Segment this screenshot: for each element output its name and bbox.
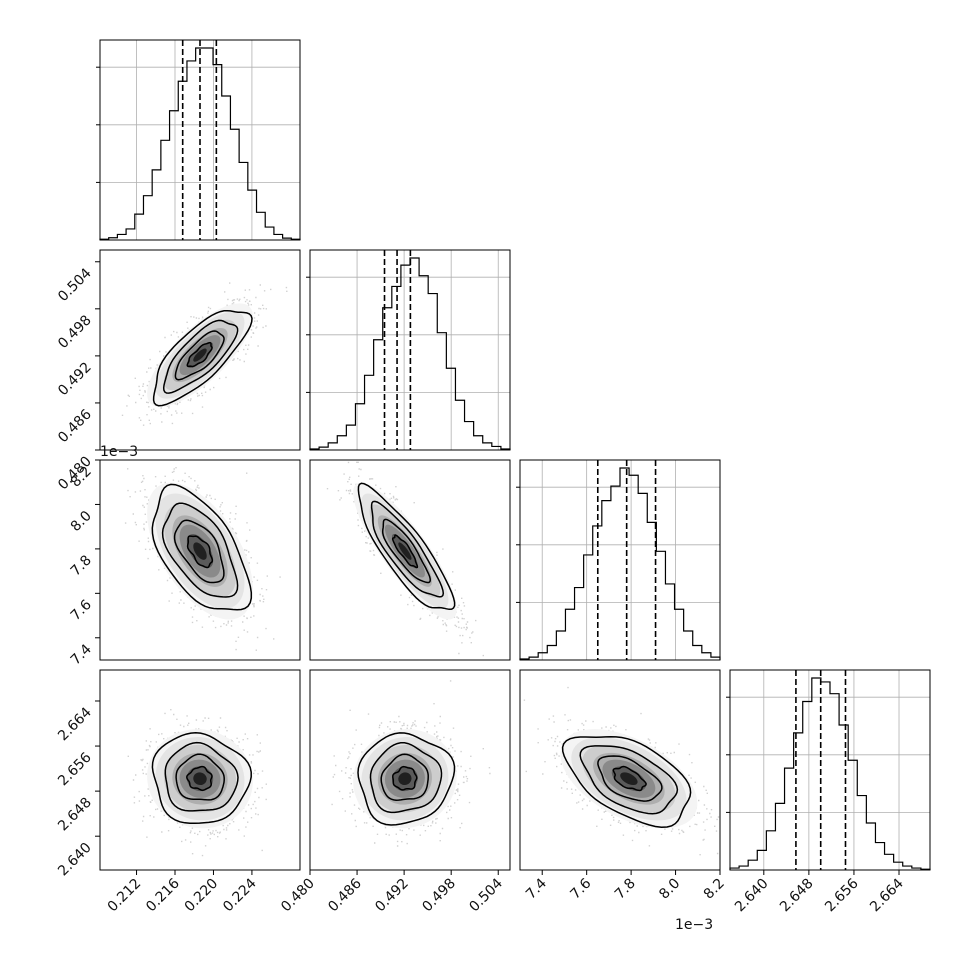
panel-frame bbox=[519, 459, 721, 661]
contour-0.5 bbox=[612, 765, 647, 792]
scatter-panel-p3-p4 bbox=[519, 669, 721, 871]
x-tick-label-p3: 8.2 bbox=[701, 876, 728, 903]
x-tick-label-p2: 0.480 bbox=[278, 876, 318, 916]
contour-2 bbox=[151, 483, 253, 611]
y-tick-label-p2: 0.504 bbox=[55, 265, 95, 305]
contour-0.5 bbox=[391, 534, 419, 569]
panel-frame bbox=[729, 669, 931, 871]
contour-2 bbox=[151, 731, 252, 825]
y-tick-label-p2: 0.486 bbox=[55, 406, 95, 446]
contour-1 bbox=[381, 518, 431, 584]
histogram-panel-p3 bbox=[516, 459, 721, 661]
panel-content bbox=[124, 467, 281, 651]
histogram-panel-p4 bbox=[726, 669, 931, 871]
x-tick-label-p3: 8.0 bbox=[656, 876, 683, 903]
density-level-7 bbox=[193, 542, 207, 560]
y-tick-label-p3: 7.8 bbox=[68, 552, 95, 579]
panel-frame bbox=[99, 459, 301, 661]
contour-1.5 bbox=[161, 502, 239, 598]
panel-content bbox=[523, 686, 720, 856]
y-scale-offset-label: 1e−3 bbox=[100, 444, 138, 460]
x-tick-label-p3: 7.4 bbox=[523, 875, 550, 902]
panel-content bbox=[326, 460, 484, 657]
x-tick-label-p4: 2.664 bbox=[867, 875, 907, 915]
contour-2 bbox=[561, 736, 692, 828]
x-tick-label-p2: 0.492 bbox=[372, 876, 412, 916]
contour-2 bbox=[152, 309, 253, 407]
contour-1 bbox=[597, 755, 663, 802]
y-tick-label-p3: 8.0 bbox=[68, 508, 95, 535]
contour-1 bbox=[380, 753, 429, 801]
contour-1.5 bbox=[369, 742, 443, 814]
y-tick-label-p3: 7.6 bbox=[68, 597, 95, 624]
x-tick-label-p3: 7.8 bbox=[612, 876, 639, 903]
contour-1.5 bbox=[164, 741, 239, 812]
histogram-panel-p1 bbox=[96, 39, 301, 241]
y-tick-label-p4: 2.640 bbox=[55, 840, 95, 880]
panel-frame bbox=[99, 249, 301, 451]
panel-content bbox=[121, 282, 288, 426]
contour-1.5 bbox=[370, 500, 445, 598]
y-tick-label-p4: 2.648 bbox=[55, 795, 95, 835]
x-tick-label-p1: 0.212 bbox=[105, 876, 145, 916]
panel-content bbox=[127, 709, 267, 857]
scatter-panel-p1-p2 bbox=[99, 249, 301, 451]
x-tick-label-p4: 2.648 bbox=[777, 876, 817, 916]
contour-0.5 bbox=[186, 341, 213, 368]
density-level-7 bbox=[620, 772, 638, 786]
contour-0.5 bbox=[186, 535, 214, 569]
panel-content bbox=[331, 680, 491, 847]
y-tick-label-p2: 0.492 bbox=[55, 359, 95, 399]
panel-frame bbox=[519, 669, 721, 871]
contour-2 bbox=[357, 732, 456, 826]
panel-frame bbox=[309, 669, 511, 871]
y-tick-label-p2: 0.498 bbox=[55, 312, 95, 352]
x-tick-label-p1: 0.220 bbox=[182, 876, 222, 916]
panel-frame bbox=[99, 669, 301, 871]
y-tick-label-p3: 7.4 bbox=[68, 641, 95, 668]
panel-frame bbox=[309, 459, 511, 661]
contour-1 bbox=[175, 753, 225, 801]
x-tick-label-p2: 0.498 bbox=[419, 876, 459, 916]
histogram-step-p3 bbox=[519, 467, 721, 660]
density-level-7 bbox=[398, 542, 412, 560]
contour-2 bbox=[357, 482, 456, 611]
scatter-panel-p1-p4 bbox=[99, 669, 301, 871]
x-tick-label-p4: 2.640 bbox=[732, 876, 772, 916]
panel-frame bbox=[309, 249, 511, 451]
x-tick-label-p2: 0.504 bbox=[466, 875, 506, 915]
contour-0.5 bbox=[392, 765, 418, 791]
x-tick-label-p3: 7.6 bbox=[567, 875, 594, 902]
x-tick-label-p1: 0.224 bbox=[220, 875, 260, 915]
scatter-panel-p2-p4 bbox=[309, 669, 511, 871]
contour-1.5 bbox=[579, 745, 679, 815]
histogram-step-p4 bbox=[729, 677, 931, 870]
scatter-panel-p1-p3 bbox=[99, 459, 301, 661]
contour-1 bbox=[174, 330, 225, 381]
contour-1.5 bbox=[162, 319, 239, 394]
y-tick-label-p4: 2.664 bbox=[55, 704, 95, 744]
histogram-panel-p2 bbox=[306, 249, 511, 451]
histogram-step-p1 bbox=[99, 47, 301, 240]
density-level-7 bbox=[193, 772, 207, 786]
panel-frame bbox=[99, 39, 301, 241]
x-tick-label-p4: 2.656 bbox=[822, 875, 862, 915]
y-tick-label-p4: 2.656 bbox=[55, 750, 95, 790]
x-tick-label-p1: 0.216 bbox=[143, 875, 183, 915]
contour-0.5 bbox=[186, 765, 213, 792]
x-tick-label-p2: 0.486 bbox=[325, 875, 365, 915]
contour-1 bbox=[173, 519, 225, 584]
density-level-7 bbox=[193, 348, 207, 362]
scatter-panel-p2-p3 bbox=[309, 459, 511, 661]
density-level-7 bbox=[398, 772, 412, 786]
x-scale-offset-label: 1e−3 bbox=[675, 917, 713, 933]
